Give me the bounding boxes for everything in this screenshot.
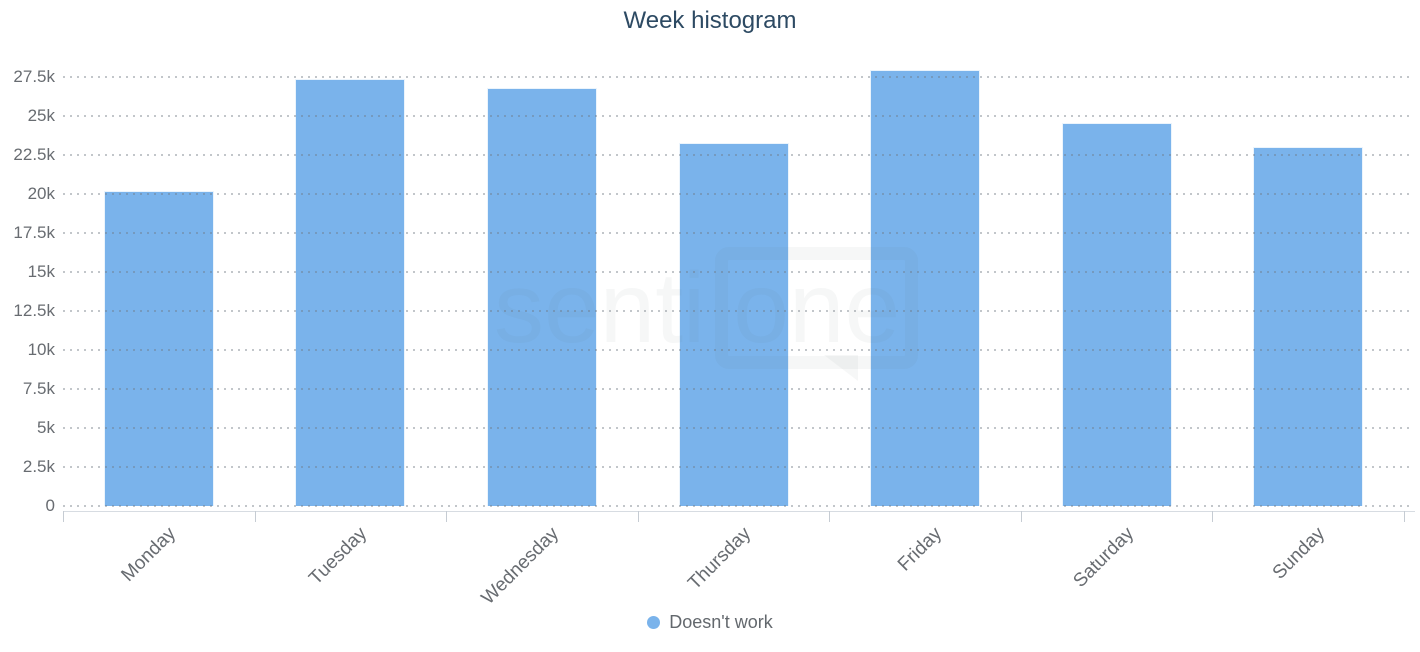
plot-area: senti one: [63, 60, 1412, 507]
bars-layer: [63, 60, 1404, 506]
legend: Doesn't work: [0, 612, 1420, 633]
y-axis-label: 22.5k: [13, 145, 55, 164]
bar-sunday[interactable]: [1253, 147, 1364, 506]
x-axis-tick: [63, 511, 64, 522]
y-axis-label: 15k: [27, 262, 55, 281]
y-axis-label: 10k: [27, 340, 55, 359]
bar-saturday[interactable]: [1061, 123, 1172, 506]
legend-item-doesnt-work[interactable]: Doesn't work: [647, 612, 773, 633]
x-axis: Monday Tuesday Wednesday Thursday Friday Satu…: [0, 511, 1420, 609]
y-axis-label: 12.5k: [13, 301, 55, 320]
y-axis-label: 17.5k: [13, 223, 55, 242]
y-axis-label: 5k: [37, 418, 55, 437]
x-axis-tick: [1404, 511, 1405, 522]
x-axis-line: [63, 511, 1415, 512]
x-axis-tick: [1020, 511, 1022, 522]
legend-marker-icon: [647, 616, 661, 629]
chart-title: Week histogram: [623, 7, 797, 34]
y-axis: 0 2.5k 5k 7.5k 10k 12.5k 15k 17.5k 20k 22.5k 25k 27…: [0, 60, 55, 515]
x-axis-tick: [254, 511, 256, 522]
bar-tuesday[interactable]: [295, 79, 406, 506]
y-axis-label: 25k: [27, 106, 55, 125]
bar-thursday[interactable]: [678, 143, 789, 506]
bar-friday[interactable]: [870, 70, 981, 506]
x-axis-tick: [1212, 511, 1214, 522]
x-axis-tick: [637, 511, 639, 522]
bar-wednesday[interactable]: [486, 88, 597, 506]
y-axis-label: 27.5k: [13, 67, 55, 86]
x-axis-tick: [829, 511, 831, 522]
x-axis-tick: [446, 511, 448, 522]
y-axis-label: 7.5k: [22, 379, 55, 398]
legend-label: Doesn't work: [669, 612, 773, 632]
bar-monday[interactable]: [103, 191, 214, 506]
y-axis-label: 2.5k: [22, 457, 55, 476]
y-axis-label: 0: [45, 496, 55, 515]
y-axis-label: 20k: [27, 184, 55, 203]
